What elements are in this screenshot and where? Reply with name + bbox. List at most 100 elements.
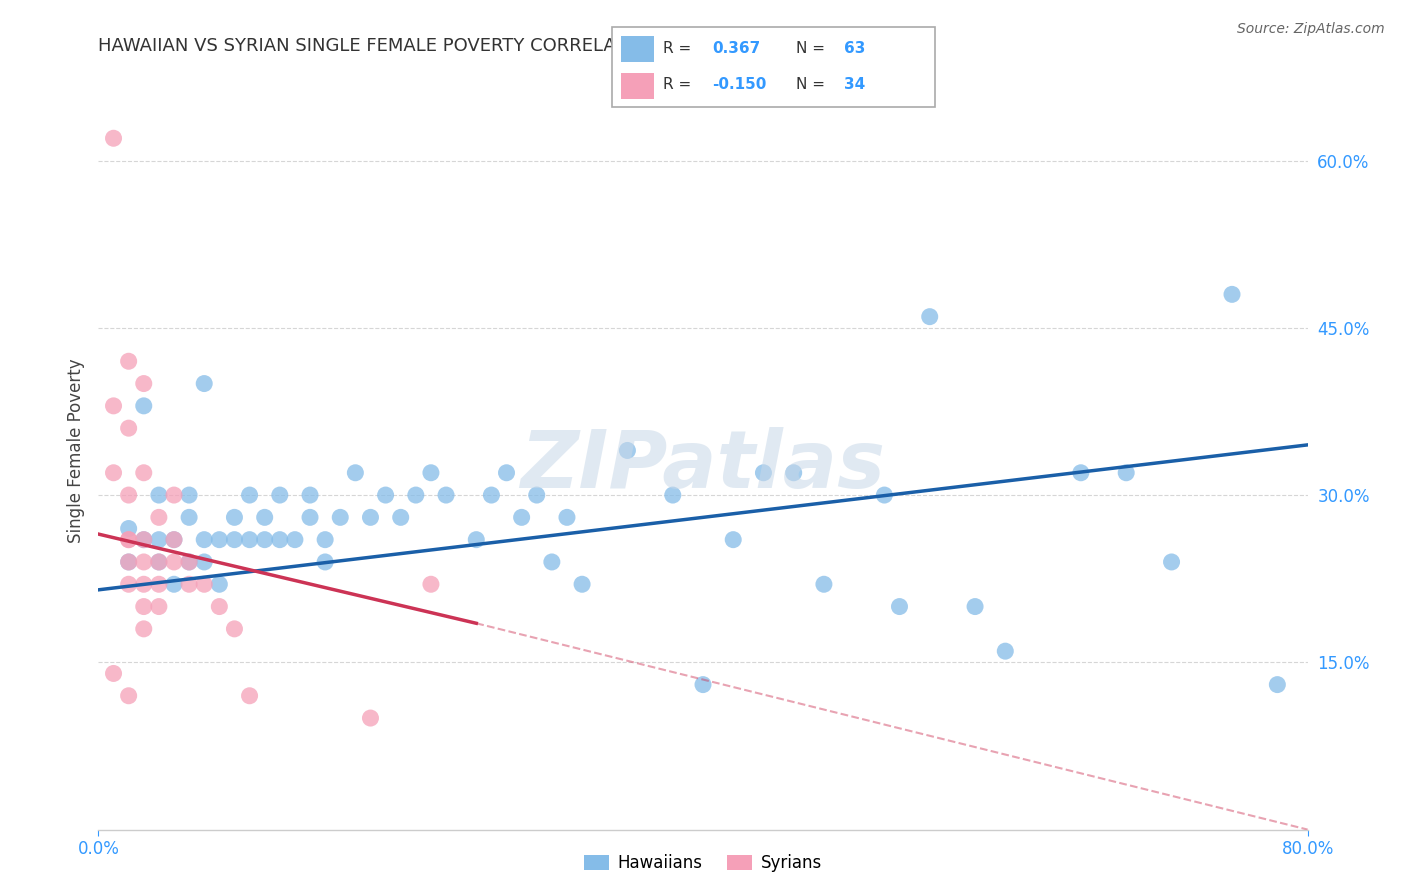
Point <box>360 711 382 725</box>
Point <box>224 622 246 636</box>
Text: R =: R = <box>664 78 692 93</box>
Point <box>148 555 170 569</box>
Text: 34: 34 <box>845 78 866 93</box>
FancyBboxPatch shape <box>621 36 654 62</box>
Point <box>118 488 141 502</box>
Text: N =: N = <box>796 41 825 56</box>
Point <box>965 599 987 614</box>
Point <box>179 510 201 524</box>
Point <box>132 622 155 636</box>
Point <box>873 488 896 502</box>
Point <box>1160 555 1182 569</box>
FancyBboxPatch shape <box>621 72 654 99</box>
Point <box>163 555 186 569</box>
Text: 0.367: 0.367 <box>711 41 761 56</box>
Point <box>103 666 125 681</box>
Point <box>420 577 443 591</box>
Point <box>994 644 1017 658</box>
Point <box>179 555 201 569</box>
Point <box>269 488 291 502</box>
Point <box>510 510 533 524</box>
Text: N =: N = <box>796 78 825 93</box>
Point <box>481 488 503 502</box>
Point <box>118 577 141 591</box>
Point <box>526 488 548 502</box>
Point <box>555 510 578 524</box>
Text: -0.150: -0.150 <box>711 78 766 93</box>
Point <box>616 443 638 458</box>
Point <box>239 488 262 502</box>
Point <box>434 488 457 502</box>
Point <box>193 555 215 569</box>
Text: ZIPatlas: ZIPatlas <box>520 426 886 505</box>
Point <box>299 488 322 502</box>
Point <box>193 376 215 391</box>
Point <box>692 678 714 692</box>
Point <box>118 421 141 435</box>
Point <box>163 533 186 547</box>
Point <box>284 533 307 547</box>
Text: HAWAIIAN VS SYRIAN SINGLE FEMALE POVERTY CORRELATION CHART: HAWAIIAN VS SYRIAN SINGLE FEMALE POVERTY… <box>98 37 725 54</box>
Text: Source: ZipAtlas.com: Source: ZipAtlas.com <box>1237 22 1385 37</box>
Point <box>103 466 125 480</box>
Point <box>132 599 155 614</box>
Point <box>193 577 215 591</box>
Point <box>163 488 186 502</box>
Point <box>918 310 941 324</box>
Point <box>208 533 231 547</box>
Point <box>148 599 170 614</box>
Point <box>103 399 125 413</box>
Point <box>118 555 141 569</box>
Point <box>224 533 246 547</box>
Point <box>148 533 170 547</box>
Point <box>405 488 427 502</box>
Point <box>132 577 155 591</box>
Point <box>132 399 155 413</box>
Point <box>239 533 262 547</box>
Point <box>661 488 683 502</box>
Point <box>179 577 201 591</box>
Point <box>1070 466 1092 480</box>
Point <box>571 577 593 591</box>
Point <box>208 599 231 614</box>
Point <box>299 510 322 524</box>
Point <box>374 488 396 502</box>
Point <box>224 510 246 524</box>
Point <box>118 533 141 547</box>
Point <box>420 466 443 480</box>
FancyBboxPatch shape <box>612 27 935 107</box>
Point <box>253 533 276 547</box>
Point <box>1267 678 1289 692</box>
Legend: Hawaiians, Syrians: Hawaiians, Syrians <box>578 847 828 879</box>
Point <box>132 555 155 569</box>
Point <box>208 577 231 591</box>
Point <box>329 510 352 524</box>
Point <box>389 510 412 524</box>
Point <box>1220 287 1243 301</box>
Point <box>132 466 155 480</box>
Point <box>163 533 186 547</box>
Point <box>723 533 745 547</box>
Point <box>132 533 155 547</box>
Point <box>783 466 806 480</box>
Point <box>148 510 170 524</box>
Point <box>495 466 517 480</box>
Point <box>132 533 155 547</box>
Point <box>314 533 336 547</box>
Point <box>118 533 141 547</box>
Point <box>269 533 291 547</box>
Point <box>239 689 262 703</box>
Point <box>540 555 562 569</box>
Point <box>193 533 215 547</box>
Point <box>1115 466 1137 480</box>
Point <box>148 488 170 502</box>
Point <box>813 577 835 591</box>
Y-axis label: Single Female Poverty: Single Female Poverty <box>66 359 84 542</box>
Point <box>118 555 141 569</box>
Point <box>148 577 170 591</box>
Point <box>465 533 488 547</box>
Point <box>889 599 911 614</box>
Text: 63: 63 <box>845 41 866 56</box>
Point <box>148 555 170 569</box>
Point <box>118 689 141 703</box>
